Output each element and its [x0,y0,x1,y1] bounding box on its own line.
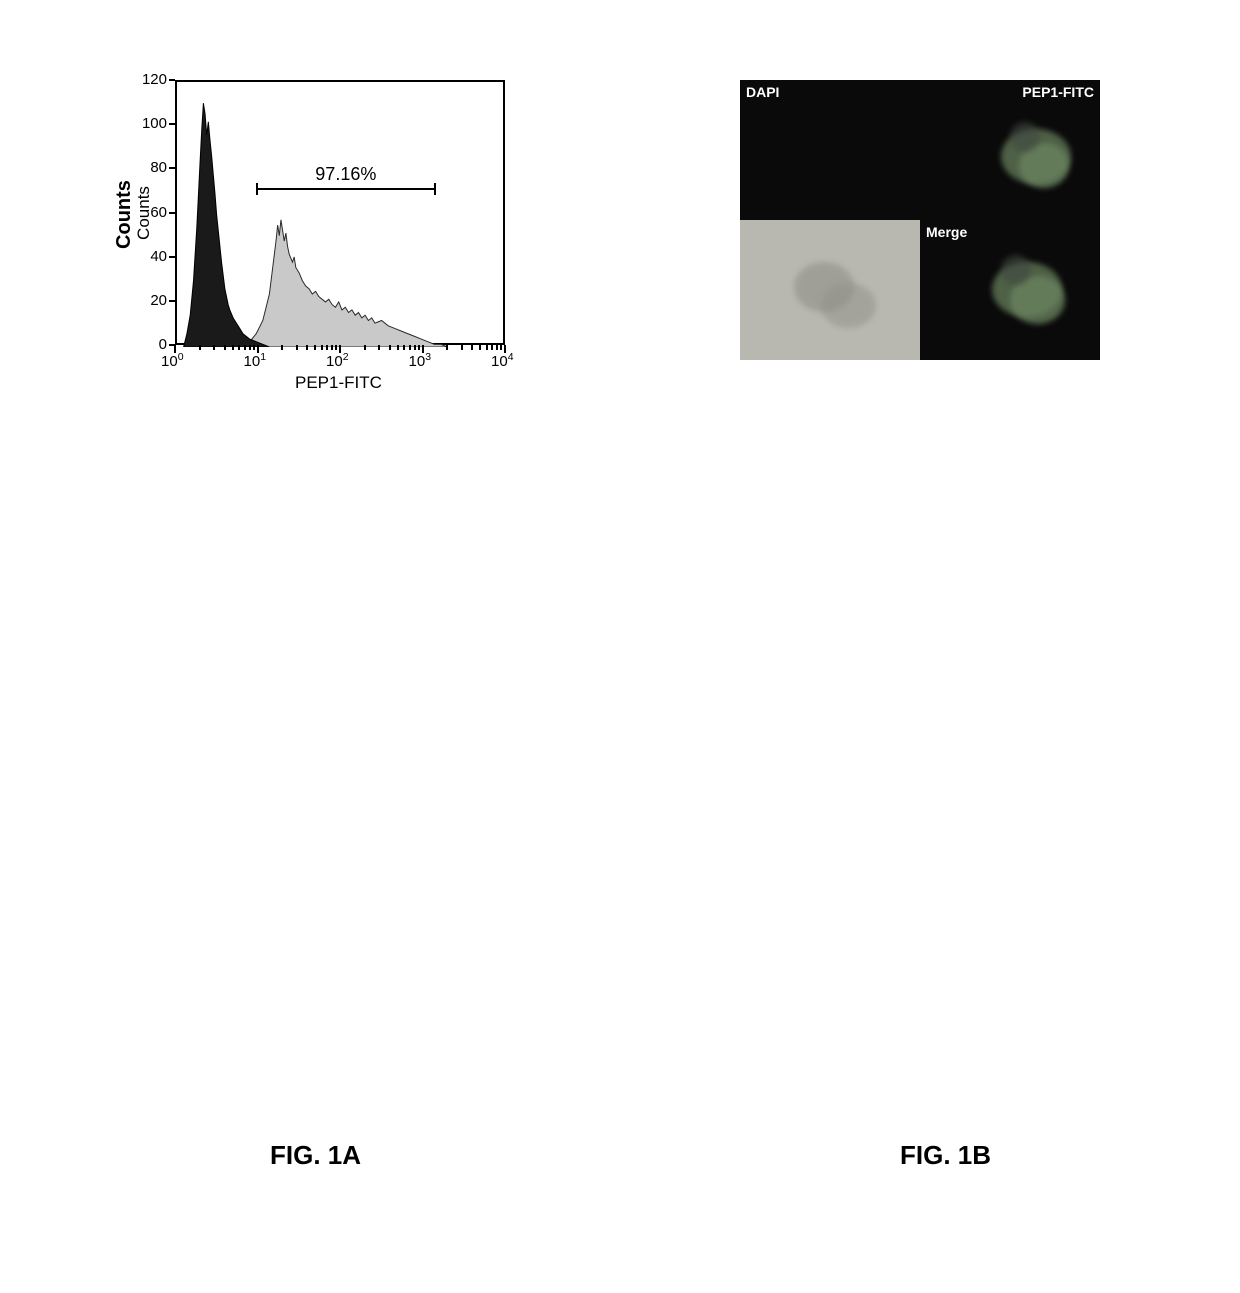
y-tick-label: 100 [137,115,167,132]
y-tick-label: 40 [137,248,167,265]
x-minor-tick-mark [491,345,493,350]
x-minor-tick-mark [326,345,328,350]
x-minor-tick-mark [446,345,448,350]
x-minor-tick-mark [232,345,234,350]
x-tick-label: 104 [491,351,514,370]
x-tick-mark [422,345,424,353]
x-minor-tick-mark [397,345,399,350]
figure-1b: DAPI PEP1-FITC Merge [740,80,1100,360]
cell-fluorescence [821,283,876,328]
figure-1a: 97.16% 020406080100120 100101102103104 C… [90,70,520,410]
x-minor-tick-mark [331,345,333,350]
histogram-peak-fitc [243,220,448,347]
x-minor-tick-mark [238,345,240,350]
x-minor-tick-mark [471,345,473,350]
x-minor-tick-mark [281,345,283,350]
y-axis-label-inner: Counts [134,186,154,240]
x-minor-tick-mark [403,345,405,350]
y-tick-mark [169,79,175,81]
x-minor-tick-mark [224,345,226,350]
y-tick-label: 80 [137,159,167,176]
x-minor-tick-mark [306,345,308,350]
dapi-label: DAPI [746,84,779,100]
histogram-svg [177,82,507,347]
merge-label: Merge [926,224,967,240]
x-minor-tick-mark [414,345,416,350]
gate-marker-bar [256,188,434,190]
gate-marker-right-end [434,183,436,195]
x-minor-tick-mark [461,345,463,350]
x-minor-tick-mark [199,345,201,350]
x-minor-tick-mark [244,345,246,350]
x-minor-tick-mark [321,345,323,350]
y-tick-mark [169,256,175,258]
x-minor-tick-mark [486,345,488,350]
x-tick-mark [339,345,341,353]
y-tick-label: 20 [137,292,167,309]
x-minor-tick-mark [418,345,420,350]
y-tick-mark [169,123,175,125]
x-tick-mark [257,345,259,353]
microscopy-dapi-panel: DAPI [740,80,920,220]
x-minor-tick-mark [335,345,337,350]
microscopy-brightfield-panel [740,220,920,360]
microscopy-merge-panel: Merge [920,220,1100,360]
y-tick-mark [169,300,175,302]
y-axis-label-outer: Counts [113,180,136,249]
x-minor-tick-mark [364,345,366,350]
x-minor-tick-mark [479,345,481,350]
gate-marker-left-end [256,183,258,195]
x-minor-tick-mark [496,345,498,350]
y-tick-label: 120 [137,71,167,88]
x-minor-tick-mark [296,345,298,350]
x-axis-label: PEP1-FITC [295,373,382,393]
cell-fluorescence [1001,255,1031,285]
x-minor-tick-mark [213,345,215,350]
x-minor-tick-mark [314,345,316,350]
x-minor-tick-mark [378,345,380,350]
x-tick-label: 101 [244,351,267,370]
x-tick-mark [174,345,176,353]
x-minor-tick-mark [253,345,255,350]
fitc-label: PEP1-FITC [1022,84,1094,100]
y-tick-mark [169,212,175,214]
gate-percentage-label: 97.16% [315,164,376,185]
x-minor-tick-mark [249,345,251,350]
microscopy-fitc-panel: PEP1-FITC [920,80,1100,220]
x-minor-tick-mark [500,345,502,350]
x-tick-label: 103 [409,351,432,370]
x-tick-label: 102 [326,351,349,370]
histogram-plot-area: 97.16% [175,80,505,345]
cell-fluorescence [1010,122,1040,152]
x-tick-mark [504,345,506,353]
histogram-peak-control [184,103,270,347]
x-tick-label: 100 [161,351,184,370]
figure-1a-caption: FIG. 1A [270,1140,361,1171]
x-minor-tick-mark [409,345,411,350]
figure-1b-caption: FIG. 1B [900,1140,991,1171]
x-minor-tick-mark [389,345,391,350]
y-tick-mark [169,167,175,169]
